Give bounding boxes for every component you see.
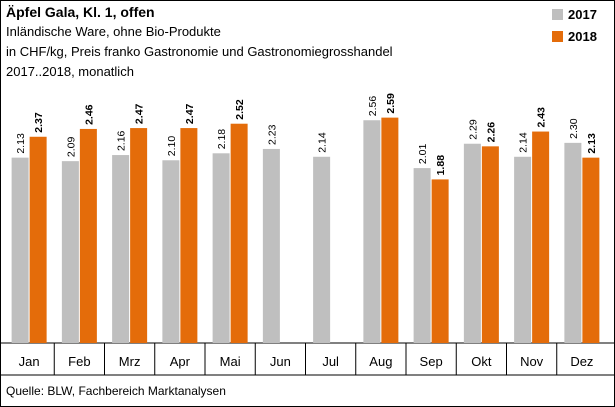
x-tick-label: Jun: [270, 354, 291, 369]
bar: [381, 117, 399, 343]
value-label: 2.59: [385, 93, 397, 114]
x-tick-label: Jan: [19, 354, 40, 369]
value-label: 2.30: [568, 118, 580, 139]
subtitle: Inländische Ware, ohne Bio-Produkte: [6, 24, 221, 39]
bar: [162, 160, 180, 343]
subtitle: 2017..2018, monatlich: [6, 64, 134, 79]
chart-title: Äpfel Gala, Kl. 1, offen: [6, 4, 155, 20]
x-tick-label: Sep: [420, 354, 443, 369]
value-label: 2.47: [134, 103, 146, 124]
x-tick-label: Nov: [520, 354, 544, 369]
legend-swatch: [552, 31, 563, 42]
bar: [230, 123, 248, 343]
bar: [582, 157, 600, 343]
legend-label: 2017: [568, 7, 597, 22]
legend-label: 2018: [568, 29, 597, 44]
value-label: 2.43: [536, 107, 548, 128]
bar: [363, 120, 381, 344]
value-label: 2.13: [586, 133, 598, 154]
bar: [61, 161, 79, 343]
subtitle: in CHF/kg, Preis franko Gastronomie und …: [6, 44, 393, 59]
value-label: 2.52: [234, 99, 246, 120]
value-label: 2.14: [518, 132, 530, 153]
x-tick-label: Mrz: [119, 354, 141, 369]
bar: [313, 156, 331, 343]
value-label: 2.46: [83, 104, 95, 125]
x-tick-label: Jul: [322, 354, 339, 369]
value-label: 1.88: [435, 155, 447, 176]
bar: [532, 131, 550, 343]
value-label: 2.23: [266, 124, 278, 145]
bar: [212, 153, 230, 343]
bar: [463, 143, 481, 343]
x-tick-label: Mai: [220, 354, 241, 369]
bar: [514, 156, 532, 343]
x-tick-label: Aug: [369, 354, 392, 369]
value-label: 2.14: [317, 132, 329, 153]
bar: [564, 142, 582, 343]
value-label: 2.56: [367, 96, 379, 117]
value-label: 2.10: [166, 136, 178, 157]
bar: [481, 146, 499, 343]
bar: [29, 136, 47, 343]
bar: [130, 128, 148, 343]
value-label: 2.29: [467, 119, 479, 140]
bar: [431, 179, 449, 343]
value-label: 2.16: [116, 130, 128, 151]
value-label: 2.47: [184, 103, 196, 124]
bar: [262, 148, 280, 343]
value-label: 2.13: [15, 133, 27, 154]
value-label: 2.37: [33, 112, 45, 133]
x-tick-label: Okt: [471, 354, 492, 369]
value-label: 2.26: [485, 122, 497, 143]
bar: [180, 128, 198, 343]
value-label: 2.18: [216, 129, 228, 150]
bar: [112, 155, 130, 343]
x-tick-label: Feb: [68, 354, 90, 369]
bar: [11, 157, 29, 343]
bar: [79, 128, 97, 343]
bar: [413, 168, 431, 343]
value-label: 2.01: [417, 143, 429, 164]
value-label: 2.09: [65, 137, 77, 158]
source: Quelle: BLW, Fachbereich Marktanalysen: [6, 384, 226, 398]
x-tick-label: Dez: [570, 354, 593, 369]
x-tick-label: Apr: [170, 354, 191, 369]
legend-swatch: [552, 9, 563, 20]
